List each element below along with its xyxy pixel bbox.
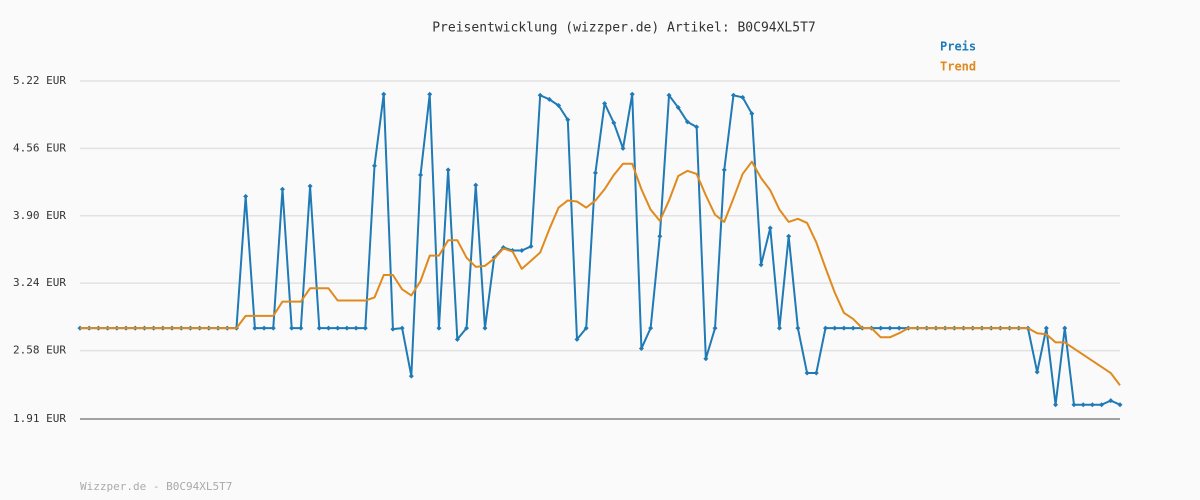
point [758,262,764,268]
point [537,92,543,98]
point [583,325,589,331]
y-tick-label: 3.24 EUR [13,276,66,289]
y-tick-label: 4.56 EUR [13,141,66,154]
point [546,96,552,102]
point [289,325,295,331]
legend-entry: Trend [940,60,976,74]
point [427,91,433,97]
point [390,326,396,332]
legend-entry: Preis [940,40,976,54]
point [822,325,828,331]
point [307,183,313,189]
point [1053,402,1059,408]
line-trend [80,160,1121,386]
point [1071,402,1077,408]
point [648,325,654,331]
point [436,325,442,331]
point [730,92,736,98]
point [767,225,773,231]
footer: Wizzper.de - B0C94XL5T7 [80,480,232,493]
chart-title: Preisentwicklung (wizzper.de) Artikel: B… [432,21,816,36]
point [804,370,810,376]
point [270,325,276,331]
point [592,170,598,176]
point [611,120,617,126]
point [675,105,681,111]
point [712,325,718,331]
point [1108,398,1114,404]
point [703,356,709,362]
y-tick-label: 3.90 EUR [13,209,66,222]
point [1062,325,1068,331]
point [638,346,644,352]
point [878,325,884,331]
point [473,182,479,188]
point [344,325,350,331]
point [298,325,304,331]
point [620,145,626,151]
point [749,111,755,117]
point [565,117,571,123]
point [721,167,727,173]
point [1117,402,1123,408]
point [528,243,534,249]
point [353,325,359,331]
point [841,325,847,331]
y-tick-label: 2.58 EUR [13,344,66,357]
point [482,325,488,331]
point [362,325,368,331]
point [602,100,608,106]
point [813,370,819,376]
point [776,325,782,331]
point [1080,402,1086,408]
point [252,325,258,331]
point [464,325,470,331]
y-tick-label: 5.22 EUR [13,74,66,87]
point [399,325,405,331]
y-tick-label: 1.91 EUR [13,412,66,425]
point [795,325,801,331]
point [684,119,690,125]
point [261,325,267,331]
point [850,325,856,331]
point [629,91,635,97]
point [1089,402,1095,408]
point [335,325,341,331]
point [1034,369,1040,375]
point [832,325,838,331]
point [1099,402,1105,408]
point [316,325,322,331]
point [574,336,580,342]
point [1043,325,1049,331]
point [657,233,663,239]
point [325,325,331,331]
point [381,91,387,97]
point [445,167,451,173]
point [896,325,902,331]
point [372,163,378,169]
point [740,94,746,100]
point [694,124,700,130]
point [786,233,792,239]
point [666,92,672,98]
point [418,172,424,178]
point [408,373,414,379]
point [454,336,460,342]
point [519,248,525,254]
point [556,103,562,109]
point [243,193,249,199]
point [887,325,893,331]
point [279,186,285,192]
